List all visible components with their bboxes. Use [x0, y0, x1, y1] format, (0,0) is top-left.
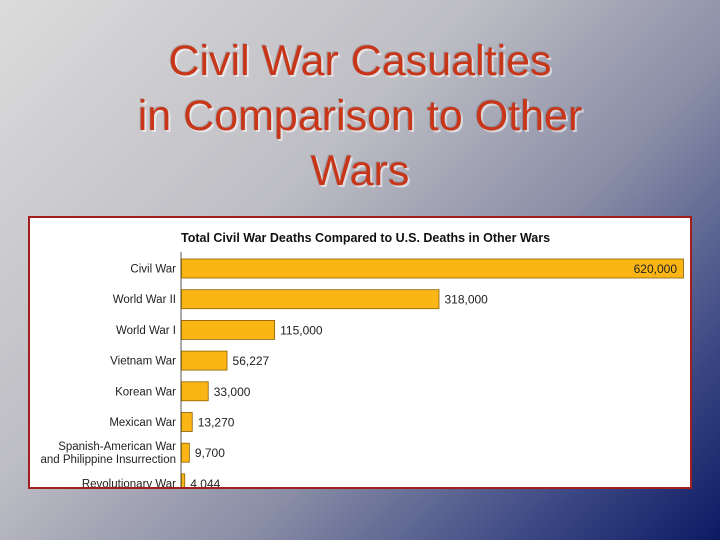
- bar-4: [181, 350, 228, 371]
- category-label-1: Civil War: [130, 264, 176, 276]
- bar-5: [181, 381, 209, 402]
- slide-title-line-3: Wars: [310, 147, 410, 195]
- data-label-4: 56,227: [233, 354, 270, 368]
- data-label-1: 620,000: [634, 262, 678, 276]
- data-label-6: 13,270: [198, 416, 235, 430]
- category-label-2: World War II: [113, 294, 176, 306]
- data-label-5: 33,000: [214, 385, 251, 399]
- category-label-5: Korean War: [115, 386, 176, 398]
- category-label-7: Spanish-American War and Philippine Insur…: [40, 441, 176, 466]
- bars-layer: Civil War 620,000 World War II 318,000 World…: [40, 258, 684, 487]
- data-label-7: 9,700: [195, 446, 225, 460]
- category-label-6: Mexican War: [109, 417, 176, 429]
- bar-8: [181, 473, 186, 487]
- category-label-3: World War I: [116, 325, 176, 337]
- bar-7: [181, 442, 190, 463]
- bar-1: [181, 258, 684, 279]
- data-label-3: 115,000: [280, 323, 323, 337]
- chart-title: Total Civil War Deaths Compared to U.S. …: [181, 231, 550, 245]
- bar-2: [181, 289, 440, 310]
- chart-frame: Total Civil War Deaths Compared to U.S. …: [28, 216, 692, 489]
- slide-title-line-2: in Comparison to Other: [137, 92, 583, 140]
- data-label-2: 318,000: [444, 293, 488, 307]
- bar-6: [181, 412, 193, 432]
- category-label-4: Vietnam War: [110, 356, 176, 368]
- slide-title-line-1: Civil War Casualties: [168, 37, 552, 85]
- bar-3: [181, 320, 276, 340]
- category-label-8: Revolutionary War: [82, 478, 176, 487]
- bar-chart: Total Civil War Deaths Compared to U.S. …: [40, 231, 684, 487]
- slide-title: Civil War Casualties in Comparison to Ot…: [40, 34, 680, 199]
- data-label-8: 4,044: [190, 477, 220, 487]
